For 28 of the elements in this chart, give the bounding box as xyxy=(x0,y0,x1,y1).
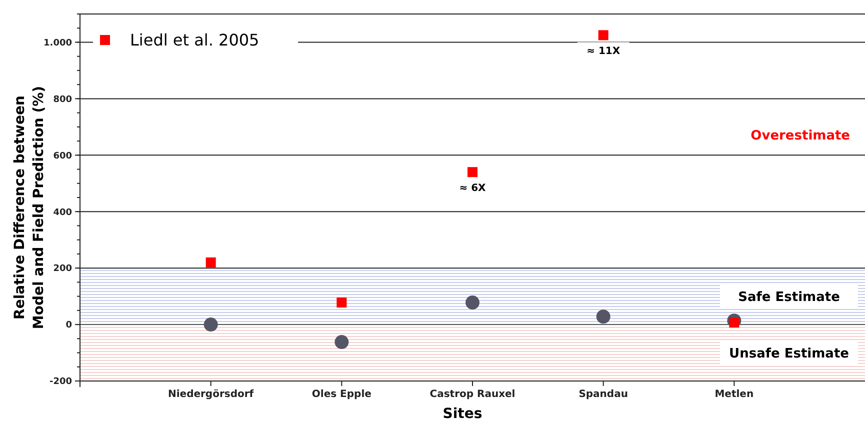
y-tick-label: -200 xyxy=(49,377,72,388)
point xyxy=(466,296,480,310)
y-axis-title: Relative Difference between Model and Field Prediction (%) xyxy=(12,86,47,330)
point xyxy=(204,318,218,332)
annotation: Overestimate xyxy=(750,128,850,144)
band-label: Safe Estimate xyxy=(738,290,840,305)
band-label: Unsafe Estimate xyxy=(729,346,850,362)
annotation: ≈ 6X xyxy=(459,183,486,194)
point xyxy=(334,335,349,350)
y-tick-label: 1.000 xyxy=(44,38,72,48)
point xyxy=(206,257,216,268)
point xyxy=(598,30,608,40)
y-tick-label: 0 xyxy=(66,320,72,331)
point xyxy=(336,298,347,308)
annotation: ≈ 11X xyxy=(586,46,620,58)
x-tick-label: Metlen xyxy=(714,389,754,400)
y-tick-label: 400 xyxy=(53,208,72,218)
legend-label: Liedl et al. 2005 xyxy=(130,30,260,50)
x-tick-label: Spandau xyxy=(578,389,628,400)
point xyxy=(596,310,610,324)
x-axis-title: Sites xyxy=(442,406,482,422)
y-tick-label: 800 xyxy=(53,94,72,105)
x-tick-label: Oles Epple xyxy=(312,389,372,400)
point xyxy=(468,167,478,178)
y-tick-label: 200 xyxy=(53,264,72,274)
x-tick-label: Niedergörsdorf xyxy=(168,389,254,400)
x-tick-label: Castrop Rauxel xyxy=(430,389,516,400)
y-tick-label: 600 xyxy=(53,151,72,162)
